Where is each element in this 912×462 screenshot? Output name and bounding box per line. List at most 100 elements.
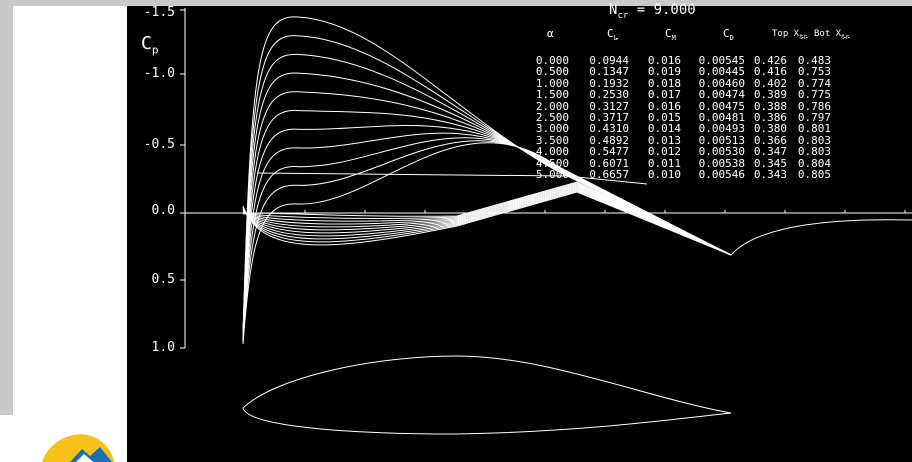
table-cell: 0.012 bbox=[647, 145, 681, 159]
cp-plot-canvas bbox=[180, 8, 912, 435]
table-cell: 0.016 bbox=[647, 99, 681, 113]
table-cell: 1.000 bbox=[535, 76, 569, 90]
cp-upper-curve bbox=[256, 172, 648, 185]
table-cell: 0.000 bbox=[535, 54, 569, 67]
table-header-cl: CL bbox=[607, 27, 618, 43]
table-cell: 0.00545 bbox=[698, 54, 745, 67]
table-cell: 0.345 bbox=[753, 156, 787, 170]
y-tick-label: 0.0 bbox=[151, 203, 175, 218]
table-cell: 0.483 bbox=[797, 54, 831, 67]
table-cell: 0.6071 bbox=[589, 156, 629, 170]
table-cell: 0.00460 bbox=[698, 76, 745, 90]
cp-upper-curve bbox=[242, 16, 732, 335]
cp-upper-curve bbox=[242, 142, 732, 345]
table-header-cm: CM bbox=[665, 27, 676, 43]
table-cell: 0.797 bbox=[797, 111, 831, 124]
plot-title-subscript: cr bbox=[617, 10, 629, 21]
table-cell: 0.347 bbox=[753, 145, 787, 159]
cp-lower-curve bbox=[242, 184, 732, 256]
table-cell: 0.010 bbox=[647, 168, 681, 181]
y-tick-label: -1.5 bbox=[143, 5, 175, 20]
table-header-top-xtr: Top Xtr bbox=[772, 29, 808, 41]
cp-upper-curve bbox=[242, 53, 732, 337]
table-cell: 0.015 bbox=[647, 111, 681, 124]
table-cell: 0.00445 bbox=[698, 65, 745, 79]
table-cell: 0.774 bbox=[797, 76, 831, 90]
cp-lower-curve bbox=[242, 189, 732, 256]
y-tick-label: -0.5 bbox=[143, 137, 175, 152]
cp-plot: Ncr = 9.000 Cp -1.5 -1.0 -0.5 0.0 0.5 1.… bbox=[127, 2, 912, 462]
table-cell: 4.000 bbox=[535, 145, 569, 159]
table-cell: 0.019 bbox=[647, 65, 681, 79]
table-cell: 0.786 bbox=[797, 99, 831, 113]
table-cell: 0.388 bbox=[753, 99, 787, 113]
table-cell: 0.753 bbox=[797, 65, 831, 79]
cp-lower-curve bbox=[242, 185, 732, 256]
cp-upper-curve bbox=[242, 72, 732, 338]
table-cell: 0.803 bbox=[797, 145, 831, 159]
cp-lower-curve bbox=[242, 181, 732, 256]
table-cell: 0.386 bbox=[753, 111, 787, 124]
table-cell: 0.011 bbox=[647, 156, 681, 170]
table-cell: 0.426 bbox=[753, 54, 787, 67]
table-cell: 0.00475 bbox=[698, 99, 745, 113]
table-header-cd: CD bbox=[723, 27, 734, 43]
blank-area bbox=[13, 6, 127, 415]
table-cell: 0.017 bbox=[647, 88, 681, 102]
table-cell: 0.803 bbox=[797, 133, 831, 147]
table-cell: 0.775 bbox=[797, 88, 831, 102]
table-cell: 0.00493 bbox=[698, 122, 745, 136]
table-cell: 0.805 bbox=[797, 168, 831, 181]
table-cell: 2.500 bbox=[535, 111, 569, 124]
table-cell: 0.013 bbox=[647, 133, 681, 147]
table-cell: 0.804 bbox=[797, 156, 831, 170]
table-cell: 0.00538 bbox=[698, 156, 745, 170]
cp-upper-curve bbox=[242, 137, 732, 343]
left-sidebar-panel bbox=[0, 6, 13, 415]
cp-lower-curve bbox=[242, 188, 732, 256]
cp-lower-curve bbox=[242, 186, 732, 256]
table-cell: 0.00481 bbox=[698, 111, 745, 124]
cp-wake-curve bbox=[730, 219, 912, 256]
y-axis-label-symbol: C bbox=[141, 33, 152, 54]
y-tick-label: -1.0 bbox=[143, 66, 175, 81]
window-top-band bbox=[0, 0, 912, 6]
table-cell: 0.1347 bbox=[589, 65, 629, 79]
table-cell: 0.018 bbox=[647, 76, 681, 90]
table-cell: 1.500 bbox=[535, 88, 569, 102]
table-cell: 2.000 bbox=[535, 99, 569, 113]
table-cell: 0.6657 bbox=[589, 168, 629, 181]
airfoil-outline bbox=[242, 355, 732, 435]
table-cell: 0.0944 bbox=[589, 54, 629, 67]
table-cell: 0.00513 bbox=[698, 133, 745, 147]
table-header-alpha: α bbox=[547, 27, 554, 40]
table-cell: 0.00546 bbox=[698, 168, 745, 181]
table-cell: 0.402 bbox=[753, 76, 787, 90]
table-cell: 0.416 bbox=[753, 65, 787, 79]
plot-title: Ncr = 9.000 bbox=[609, 2, 696, 24]
table-cell: 0.801 bbox=[797, 122, 831, 136]
cp-upper-curve bbox=[242, 109, 732, 340]
cp-lower-curve bbox=[242, 191, 732, 256]
cp-lower-curve bbox=[242, 190, 732, 256]
polar-table: α CL CM CD Top Xtr Bot Xtr 0.000 0.0944 0.… bbox=[523, 28, 912, 248]
y-axis-label: Cp bbox=[141, 34, 158, 61]
table-cell: 0.380 bbox=[753, 122, 787, 136]
table-cell: 0.014 bbox=[647, 122, 681, 136]
cp-upper-curve bbox=[242, 125, 732, 341]
table-cell: 0.00530 bbox=[698, 145, 745, 159]
table-cell: 0.5477 bbox=[589, 145, 629, 159]
table-cell: 3.500 bbox=[535, 133, 569, 147]
y-axis-label-subscript: p bbox=[151, 43, 159, 57]
table-cell: 0.343 bbox=[753, 168, 787, 181]
cp-lower-curve bbox=[242, 187, 732, 256]
plot-title-symbol: N bbox=[609, 2, 618, 18]
table-cell: 0.2530 bbox=[589, 88, 629, 102]
y-tick-label: 1.0 bbox=[151, 340, 175, 355]
cp-lower-curve bbox=[242, 182, 732, 256]
table-cell: 3.000 bbox=[535, 122, 569, 136]
cp-upper-curve bbox=[242, 140, 732, 344]
table-header-bot-xtr: Bot Xtr bbox=[814, 29, 850, 41]
y-tick-label: 0.5 bbox=[151, 272, 175, 287]
table-cell: 0.500 bbox=[535, 65, 569, 79]
